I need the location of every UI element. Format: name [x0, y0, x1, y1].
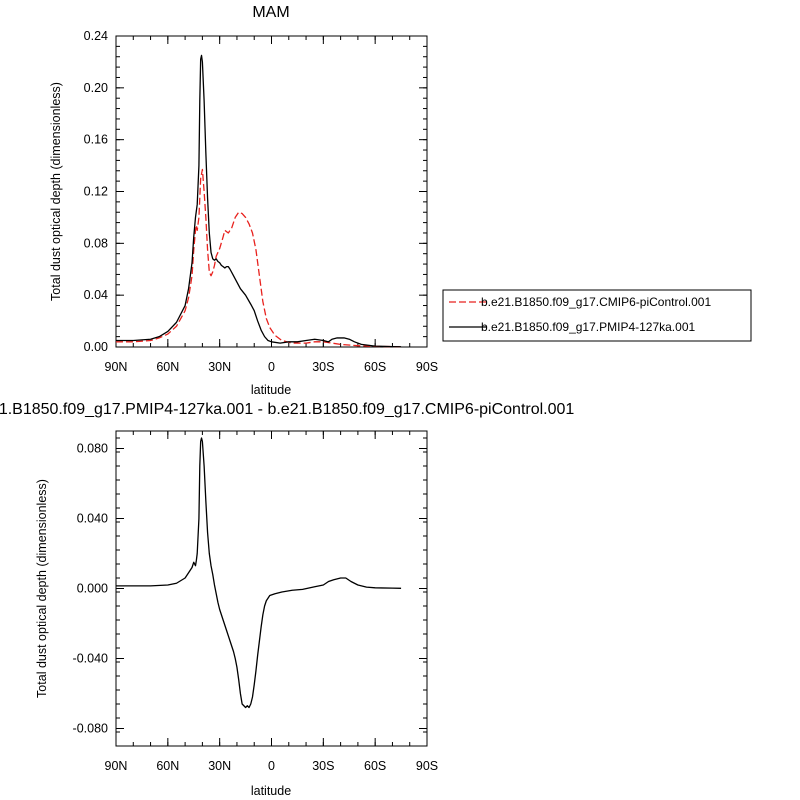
- top-series-line-0: [116, 168, 402, 348]
- bottom-x-tick-label: 60S: [364, 759, 386, 773]
- legend-box: [442, 289, 752, 342]
- top-ticks: 90N 60N 30N 0 30S 60S 90S 0.00 0.04 0.08 0.12 0.16 0…: [84, 29, 438, 374]
- bottom-y-tick-label: 0.040: [77, 512, 108, 526]
- legend-label-127ka: b.e21.B1850.f09_g17.PMIP4-127ka.001: [481, 320, 695, 334]
- bottom-y-tick-label: 0.080: [77, 442, 108, 456]
- bottom-x-tick-label: 90S: [416, 759, 438, 773]
- bottom-series-line-0: [116, 437, 402, 709]
- top-y-tick-label: 0.00: [84, 340, 108, 354]
- top-y-tick-label: 0.16: [84, 133, 108, 147]
- top-y-tick-label: 0.20: [84, 81, 108, 95]
- legend: b.e21.B1850.f09_g17.CMIP6-piControl.001 …: [442, 289, 752, 342]
- top-y-tick-label: 0.12: [84, 185, 108, 199]
- top-x-axis-label: latitude: [251, 383, 291, 397]
- bottom-x-tick-label: 30S: [312, 759, 334, 773]
- top-series-lines: [116, 54, 402, 348]
- top-panel: MAM 90N 60N 30N 0 30S 60S 90S 0.00 0.04 0.08 0.12 0…: [49, 4, 438, 397]
- bottom-y-tick-label: -0.080: [73, 722, 108, 736]
- legend-label-picontrol: b.e21.B1850.f09_g17.CMIP6-piControl.001: [481, 295, 711, 309]
- top-x-tick-label: 60S: [364, 360, 386, 374]
- top-x-tick-label: 90N: [105, 360, 128, 374]
- bottom-y-tick-label: -0.040: [73, 652, 108, 666]
- bottom-x-tick-label: 90N: [105, 759, 128, 773]
- top-y-tick-label: 0.04: [84, 288, 108, 302]
- bottom-x-axis-label: latitude: [251, 784, 291, 798]
- top-x-tick-label: 0: [268, 360, 275, 374]
- bottom-panel-title: b.e21.B1850.f09_g17.PMIP4-127ka.001 - b.…: [0, 401, 574, 418]
- bottom-y-tick-label: 0.000: [77, 582, 108, 596]
- top-y-tick-label: 0.24: [84, 29, 108, 43]
- bottom-ticks: 90N 60N 30N 0 30S 60S 90S -0.080 -0.040 0.000 0.04…: [73, 431, 438, 773]
- top-x-tick-label: 30N: [208, 360, 231, 374]
- top-x-tick-label: 90S: [416, 360, 438, 374]
- bottom-x-tick-label: 30N: [208, 759, 231, 773]
- bottom-panel: b.e21.B1850.f09_g17.PMIP4-127ka.001 - b.…: [0, 401, 574, 798]
- top-series-line-1: [116, 54, 402, 348]
- bottom-y-axis-label: Total dust optical depth (dimensionless): [35, 479, 49, 698]
- top-x-tick-label: 30S: [312, 360, 334, 374]
- bottom-x-tick-label: 60N: [156, 759, 179, 773]
- top-x-tick-label: 60N: [156, 360, 179, 374]
- bottom-series-lines: [116, 437, 402, 709]
- top-y-tick-label: 0.08: [84, 236, 108, 250]
- top-plot-frame: [115, 35, 428, 348]
- bottom-x-tick-label: 0: [268, 759, 275, 773]
- top-panel-title: MAM: [252, 4, 289, 21]
- top-y-axis-label: Total dust optical depth (dimensionless): [49, 82, 63, 301]
